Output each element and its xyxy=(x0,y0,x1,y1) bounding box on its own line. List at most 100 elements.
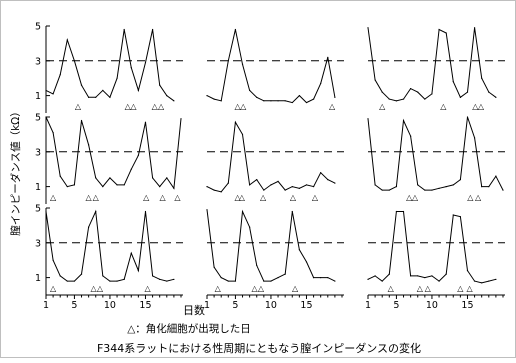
data-point xyxy=(466,116,469,118)
data-point xyxy=(80,119,83,122)
marker-legend-note: △：角化細胞が出現した日 xyxy=(127,322,251,335)
data-point xyxy=(374,79,376,81)
keratinized-marker: △ xyxy=(174,193,181,202)
data-point xyxy=(102,89,104,91)
data-point xyxy=(59,275,61,277)
data-point xyxy=(424,98,426,100)
data-point xyxy=(109,96,111,98)
data-point xyxy=(334,182,336,184)
data-point xyxy=(116,280,118,282)
data-point xyxy=(173,100,175,102)
data-point xyxy=(381,189,383,191)
data-point xyxy=(270,100,272,102)
data-point xyxy=(367,118,369,120)
data-point xyxy=(227,280,229,282)
data-point xyxy=(388,189,390,191)
keratinized-marker: △ xyxy=(417,284,424,293)
data-point xyxy=(173,278,175,280)
panel-6: △ △ △ △ xyxy=(367,116,505,202)
data-point xyxy=(410,88,412,90)
data-point xyxy=(234,28,237,31)
y-tick-label: 1 xyxy=(35,91,41,102)
impedance-line xyxy=(45,209,175,282)
data-point xyxy=(173,187,175,189)
data-point xyxy=(298,249,300,251)
data-point xyxy=(166,95,168,97)
data-point xyxy=(220,191,222,193)
data-point xyxy=(312,186,315,188)
keratinized-marker: △ xyxy=(312,193,319,202)
keratinized-marker: △ xyxy=(388,284,395,293)
data-point xyxy=(249,184,251,186)
data-point xyxy=(466,91,469,93)
data-point xyxy=(180,118,182,120)
data-point xyxy=(374,184,376,186)
keratinized-marker: △ xyxy=(143,193,150,202)
data-point xyxy=(166,280,168,282)
data-point xyxy=(206,186,208,188)
data-point xyxy=(249,89,251,91)
keratinized-marker: △ xyxy=(467,284,474,293)
y-tick-label: 3 xyxy=(35,56,41,67)
data-point xyxy=(137,89,139,91)
keratinized-marker: △ xyxy=(475,193,482,202)
keratinized-marker: △ xyxy=(440,102,447,111)
x-tick-label: 10 xyxy=(104,300,116,311)
data-point xyxy=(374,275,376,277)
panels-group: △ △ △ △ △ △ △ △ △ △ △ △△ △ △ △ △ △ △△ △ △ △ △ △ △ △△ △ △ △ △ △ △ △ △ △ △ △ △ xyxy=(45,27,505,293)
data-point xyxy=(495,96,497,98)
data-point xyxy=(381,91,383,93)
keratinized-marker: △ xyxy=(125,102,132,111)
keratinized-marker: △ xyxy=(260,193,267,202)
data-point xyxy=(320,172,322,174)
data-point xyxy=(130,252,132,254)
keratinized-marker: △ xyxy=(478,102,485,111)
x-tick-label: 5 xyxy=(71,300,77,311)
data-point xyxy=(52,259,54,261)
keratinized-marker: △ xyxy=(467,193,474,202)
panel-1: △ △ △ △ △ xyxy=(45,28,183,111)
data-point xyxy=(130,67,132,69)
data-point xyxy=(367,278,369,280)
data-point xyxy=(298,95,300,97)
data-point xyxy=(327,56,329,58)
keratinized-marker: △ xyxy=(93,193,100,202)
data-point xyxy=(95,177,97,179)
data-point xyxy=(137,270,139,272)
y-tick-label: 5 xyxy=(35,22,41,33)
data-point xyxy=(402,119,405,122)
data-point xyxy=(402,210,405,213)
data-point xyxy=(431,189,433,191)
data-point xyxy=(66,280,68,282)
data-point xyxy=(116,184,118,186)
keratinized-marker: △ xyxy=(329,102,336,111)
x-tick-label: 10 xyxy=(426,300,438,311)
data-point xyxy=(88,144,90,146)
keratinized-marker: △ xyxy=(472,102,479,111)
data-point xyxy=(424,189,426,191)
data-point xyxy=(327,277,329,279)
data-point xyxy=(220,100,222,102)
y-tick-label: 5 xyxy=(35,204,41,215)
panel-5: △△ △ △ △ xyxy=(206,120,344,202)
data-point xyxy=(473,27,476,29)
data-point xyxy=(277,180,279,182)
data-point xyxy=(241,210,244,213)
impedance-line xyxy=(367,116,504,191)
impedance-line xyxy=(367,27,497,102)
data-point xyxy=(227,182,229,184)
y-tick-label: 5 xyxy=(35,113,41,124)
keratinized-marker: △ xyxy=(258,284,265,293)
data-point xyxy=(80,273,83,275)
data-point xyxy=(438,28,440,31)
keratinized-marker: △ xyxy=(215,284,222,293)
data-point xyxy=(473,280,476,282)
data-point xyxy=(109,177,111,179)
data-point xyxy=(320,82,322,85)
keratinized-marker: △ xyxy=(145,284,152,293)
data-point xyxy=(431,93,433,95)
data-point xyxy=(144,121,147,123)
x-tick-label: 15 xyxy=(300,300,312,311)
keratinized-marker: △ xyxy=(130,102,137,111)
impedance-line xyxy=(206,29,336,104)
